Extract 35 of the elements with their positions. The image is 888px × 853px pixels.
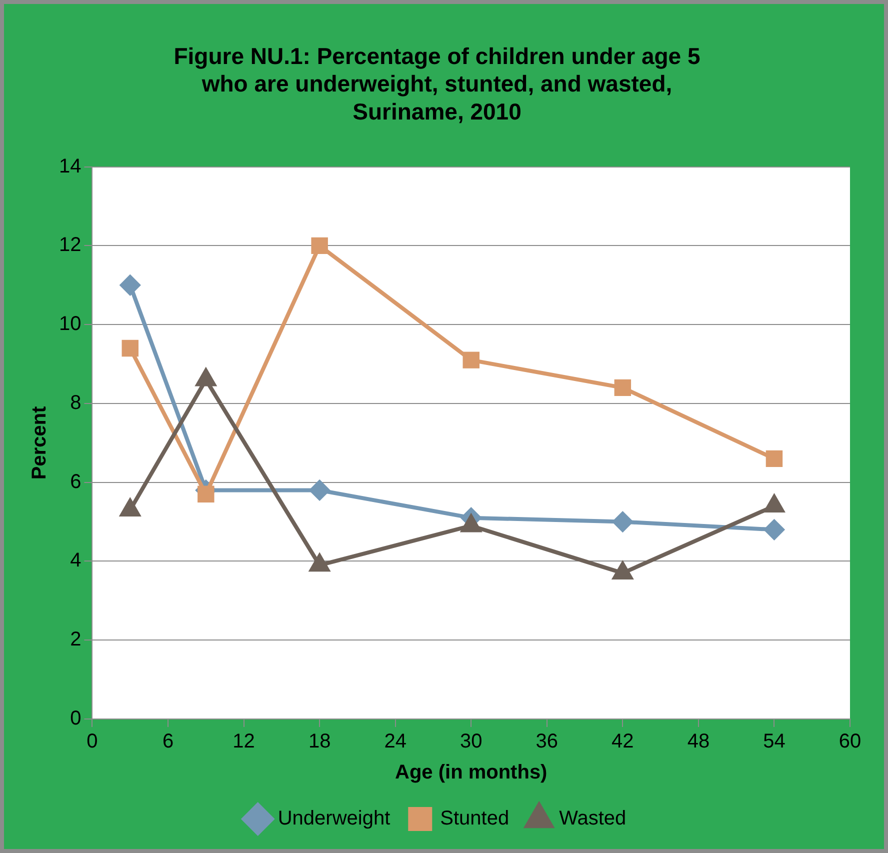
y-tick-label: 0 xyxy=(70,708,82,730)
x-tick-label: 60 xyxy=(838,730,862,753)
y-axis-title: Percent xyxy=(28,406,51,480)
x-tick-label: 6 xyxy=(162,730,174,753)
y-tick-label: 8 xyxy=(70,392,82,414)
y-tick-label: 4 xyxy=(70,550,82,572)
x-axis-title: Age (in months) xyxy=(395,762,548,784)
point xyxy=(764,520,784,540)
point xyxy=(311,237,328,254)
point xyxy=(766,450,783,468)
x-tick-label: 12 xyxy=(232,730,255,753)
y-tick-label: 10 xyxy=(58,313,82,336)
legend-label: Wasted xyxy=(559,808,626,830)
x-tick-label: 24 xyxy=(384,730,406,753)
legend-label: Stunted xyxy=(440,808,510,830)
x-tick-label: 42 xyxy=(612,730,634,753)
point xyxy=(198,486,214,503)
x-tick-label: 30 xyxy=(460,730,482,753)
y-tick-label: 6 xyxy=(70,470,82,493)
x-tick-label: 0 xyxy=(86,730,98,753)
point xyxy=(614,379,632,396)
y-tick-label: 12 xyxy=(58,234,82,256)
point xyxy=(310,480,330,500)
point xyxy=(120,275,140,296)
point xyxy=(612,512,633,532)
x-tick-label: 48 xyxy=(687,730,710,753)
point xyxy=(122,340,138,357)
legend-label: Underweight xyxy=(278,808,391,830)
point xyxy=(462,352,480,368)
y-tick-label: 14 xyxy=(58,155,82,178)
y-tick-label: 2 xyxy=(70,628,82,651)
x-tick-label: 54 xyxy=(763,730,786,753)
x-tick-label: 18 xyxy=(308,730,331,753)
chart-title: Figure NU.1: Percentage of children under age 5 who are underweight, stunted, and wasted, Suriname, 2010 xyxy=(174,43,700,124)
x-tick-label: 36 xyxy=(536,730,558,753)
